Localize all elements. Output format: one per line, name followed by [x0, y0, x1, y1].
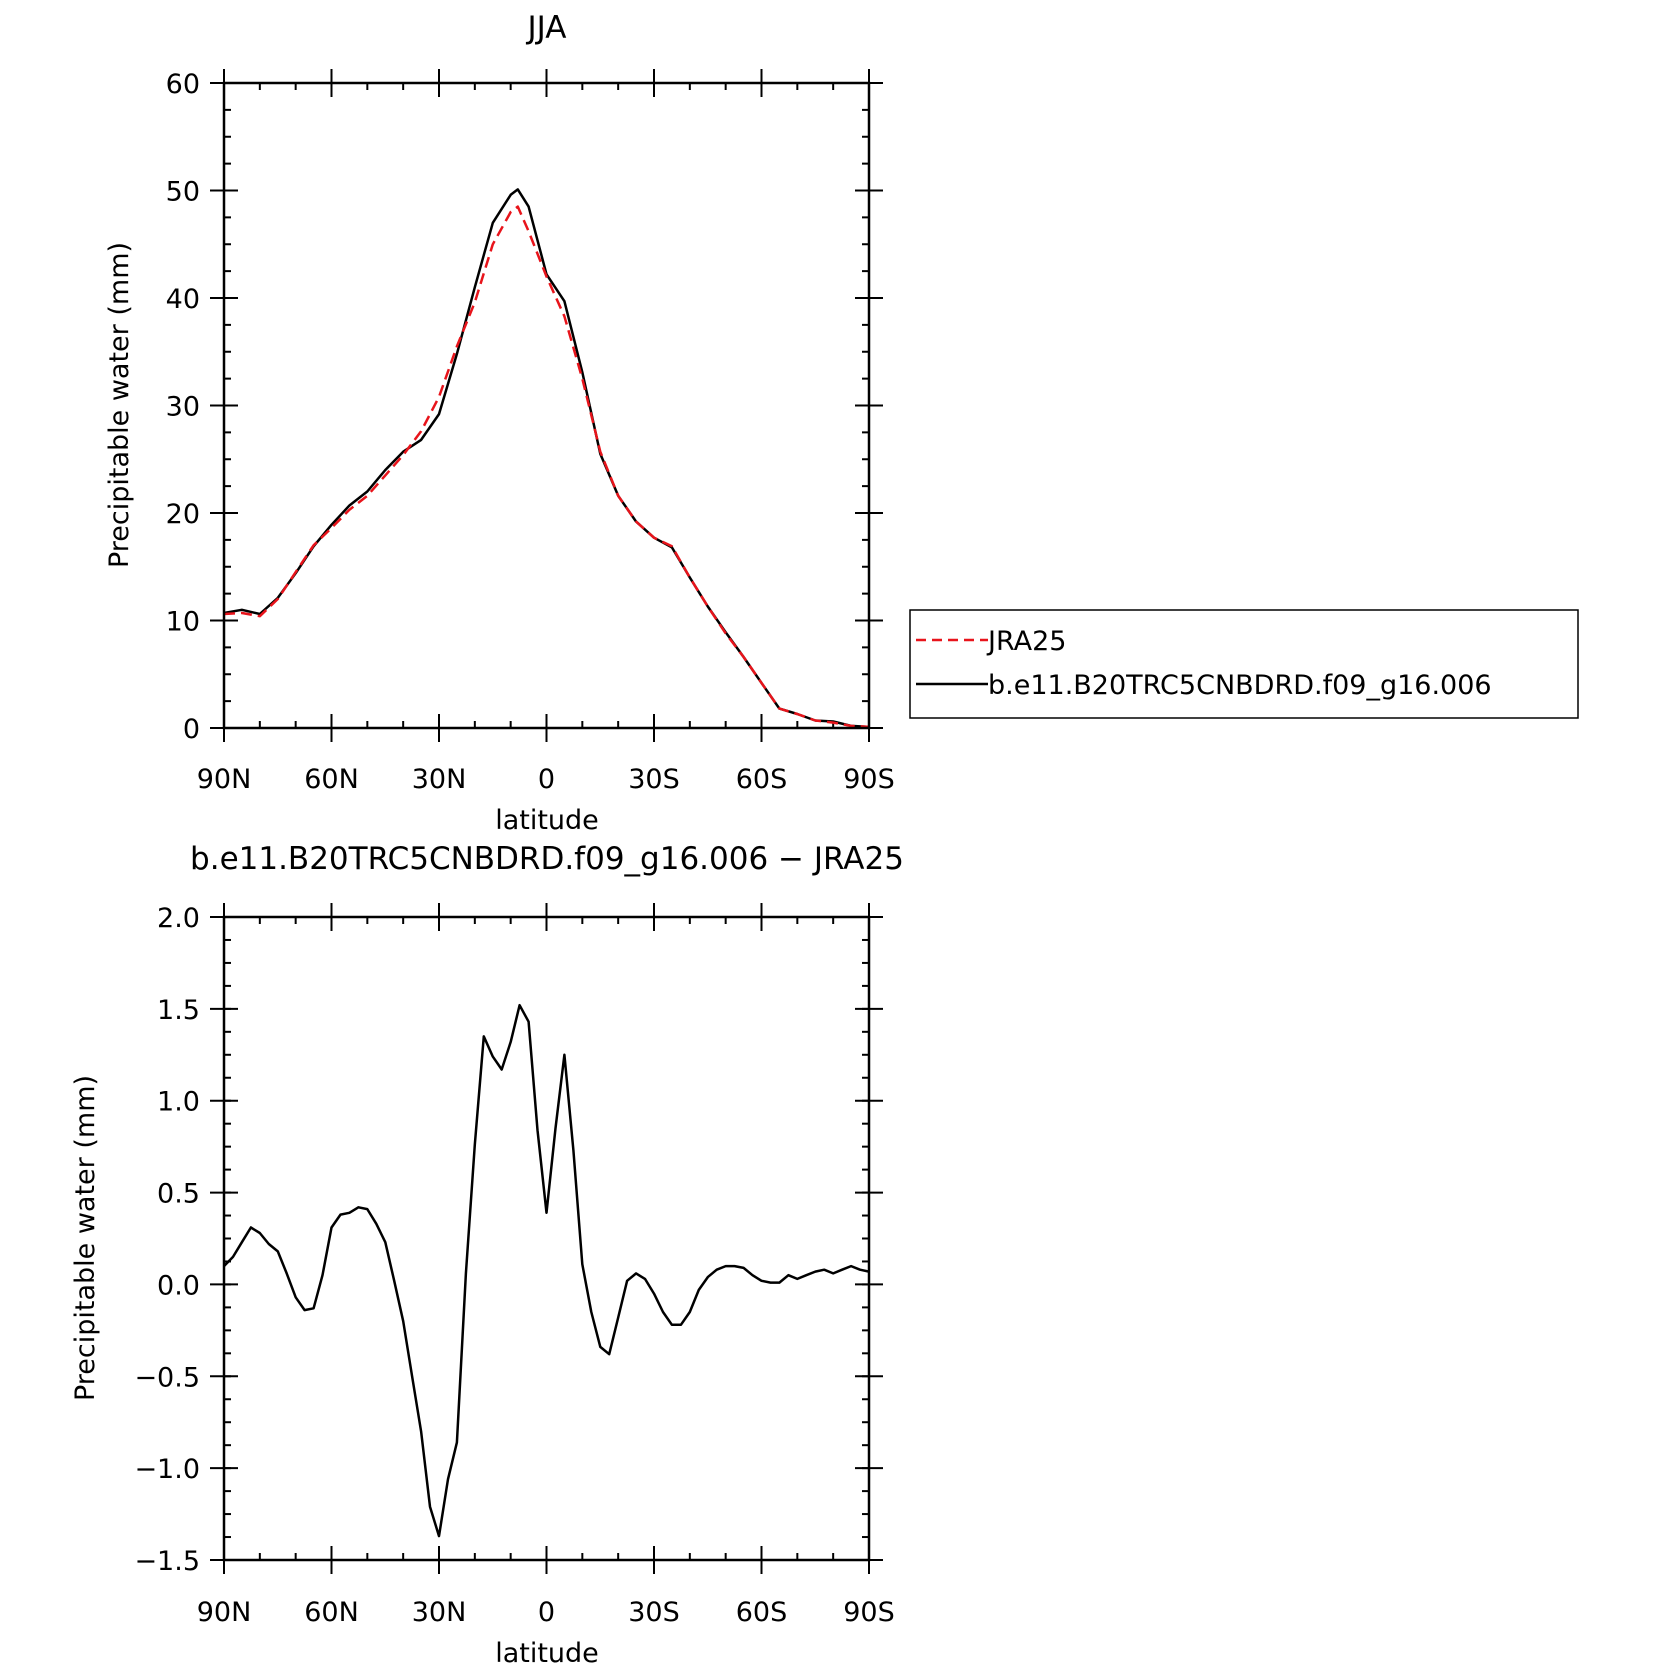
- series-line-difference: [223, 1003, 870, 1538]
- y-tick-labels: 0 10 20 30 40 50 60: [166, 69, 200, 745]
- x-tick-label: 0: [538, 1597, 555, 1628]
- y-tick-label: 0.5: [157, 1179, 200, 1210]
- series-line-b-e11-b20trc5cnbdrd-f09-g16-006: [223, 188, 870, 729]
- y-tick-label: 2.0: [157, 903, 200, 934]
- y-tick-label: 20: [166, 499, 200, 530]
- x-tick-label: 30S: [628, 764, 680, 795]
- top-panel: JJA 90N 60N 30N 0 30S 60S 90S 0 10 20 30 40 50 60 la…: [104, 10, 1579, 836]
- y-tick-labels: −1.5 −1.0 −0.5 0.0 0.5 1.0 1.5 2.0: [134, 903, 200, 1577]
- x-tick-label: 90S: [843, 1597, 895, 1628]
- y-tick-label: −1.5: [134, 1546, 200, 1577]
- series-line-jra25: [223, 205, 870, 729]
- x-tick-label: 90S: [843, 764, 895, 795]
- plot-frame: [222, 81, 871, 730]
- legend-box: [909, 609, 1579, 719]
- y-tick-label: −0.5: [134, 1362, 200, 1393]
- x-tick-labels: 90N 60N 30N 0 30S 60S 90S: [197, 764, 895, 795]
- x-tick-label: 90N: [197, 764, 252, 795]
- legend: JRA25 b.e11.B20TRC5CNBDRD.f09_g16.006: [909, 609, 1579, 719]
- x-tick-label: 60S: [736, 1597, 788, 1628]
- x-tick-label: 90N: [197, 1597, 252, 1628]
- legend-label-model: b.e11.B20TRC5CNBDRD.f09_g16.006: [988, 670, 1492, 701]
- x-axis-label: latitude: [495, 1638, 599, 1669]
- y-tick-label: 40: [166, 284, 200, 315]
- x-axis-label: latitude: [495, 805, 599, 836]
- y-tick-label: −1.0: [134, 1454, 200, 1485]
- x-tick-label: 30N: [412, 1597, 467, 1628]
- y-tick-label: 60: [166, 69, 200, 100]
- x-tick-label: 30S: [628, 1597, 680, 1628]
- plot-frame: [222, 915, 871, 1562]
- y-axis-label: Precipitable water (mm): [70, 1075, 101, 1401]
- y-tick-label: 10: [166, 607, 200, 638]
- chart-title: b.e11.B20TRC5CNBDRD.f09_g16.006 − JRA25: [190, 841, 904, 877]
- chart-title: JJA: [526, 10, 567, 46]
- x-tick-label: 0: [538, 764, 555, 795]
- bottom-panel: b.e11.B20TRC5CNBDRD.f09_g16.006 − JRA25 …: [70, 841, 904, 1669]
- x-tick-label: 60S: [736, 764, 788, 795]
- y-tick-label: 1.0: [157, 1087, 200, 1118]
- y-axis-label: Precipitable water (mm): [104, 242, 135, 568]
- x-tick-label: 60N: [304, 1597, 359, 1628]
- tick-marks: [210, 69, 883, 742]
- y-tick-label: 1.5: [157, 995, 200, 1026]
- series-group: [223, 188, 870, 729]
- y-tick-label: 30: [166, 392, 200, 423]
- y-tick-label: 0: [183, 714, 200, 745]
- x-tick-label: 30N: [412, 764, 467, 795]
- tick-marks: [210, 903, 883, 1574]
- x-tick-label: 60N: [304, 764, 359, 795]
- y-tick-label: 0.0: [157, 1270, 200, 1301]
- legend-label-jra25: JRA25: [986, 626, 1066, 657]
- y-tick-label: 50: [166, 177, 200, 208]
- x-tick-labels: 90N 60N 30N 0 30S 60S 90S: [197, 1597, 895, 1628]
- series-group: [223, 1003, 870, 1538]
